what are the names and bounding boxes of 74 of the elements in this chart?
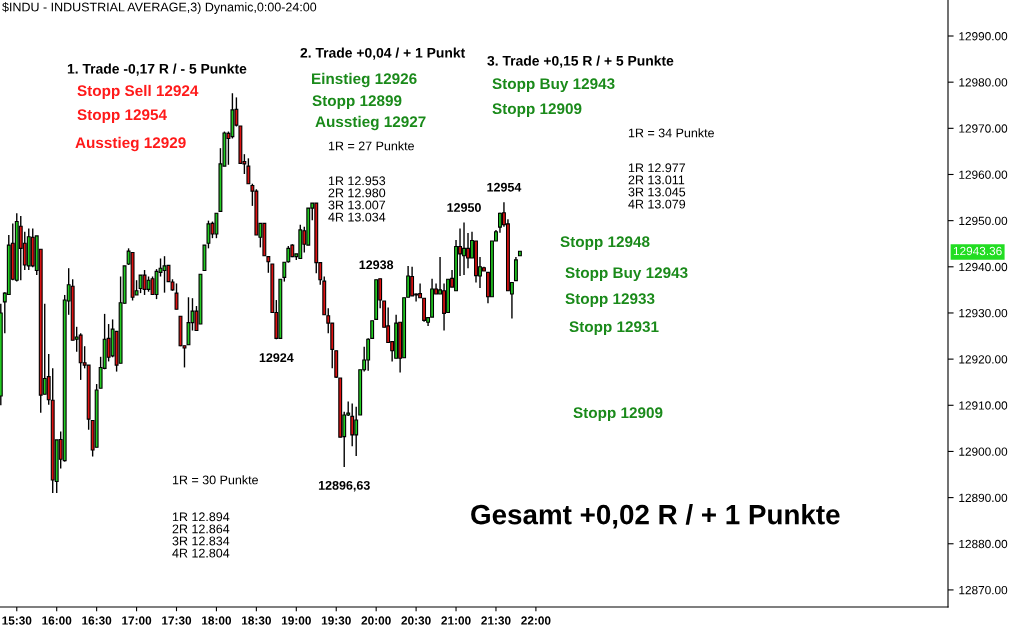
y-tick-label: 12920.00 — [959, 355, 1008, 364]
candlestick — [150, 275, 155, 296]
candlestick — [246, 157, 251, 185]
x-tick-label: 21:30 — [481, 616, 511, 625]
candlestick — [214, 212, 219, 239]
x-tick-label: 16:30 — [82, 616, 112, 625]
x-tick-label: 17:30 — [162, 616, 192, 625]
candlestick — [142, 269, 147, 296]
annotation: 12954 — [487, 182, 522, 192]
candlestick — [513, 256, 518, 282]
x-tick-label: 15:30 — [2, 616, 32, 625]
y-tick-label: 12890.00 — [959, 493, 1008, 502]
y-tick-label: 12950.00 — [959, 216, 1008, 226]
annotation: 3. Trade +0,15 R / + 5 Punkte — [487, 55, 674, 68]
annotation: Einstieg 12926 — [312, 72, 417, 88]
annotation: 12896,63 — [318, 480, 370, 492]
x-tick-label: 20:30 — [401, 616, 431, 625]
text: 12943.36 — [953, 246, 1002, 256]
x-tick-label: 19:30 — [321, 616, 351, 625]
annotation: 1R = 27 Punkte — [328, 141, 414, 151]
y-tick-label: 12960.00 — [959, 170, 1008, 179]
annotation: Stopp 12909 — [492, 103, 582, 118]
annotation: Gesamt +0,02 R / + 1 Punkte — [471, 504, 840, 529]
annotation: 2. Trade +0,04 / + 1 Punkt — [300, 47, 466, 60]
candlestick — [350, 402, 355, 448]
x-tick-label: 18:30 — [242, 616, 271, 625]
chart-title: $INDU - INDUSTRIAL AVERAGE,3) Dynamic,0:00-24:00 — [2, 2, 317, 14]
annotation: Stopp 12933 — [565, 293, 655, 308]
y-tick-label: 12910.00 — [959, 401, 1008, 410]
annotation: 1R = 34 Punkte — [628, 128, 714, 138]
candlestick — [442, 282, 447, 332]
annotation: Stopp 12954 — [77, 109, 167, 124]
annotation: Stopp 12931 — [569, 321, 659, 336]
annotation: Stopp Buy 12943 — [565, 267, 688, 282]
x-tick-label: 17:00 — [122, 616, 152, 625]
x-tick-label: 20:00 — [361, 616, 391, 625]
candlestick — [282, 261, 287, 283]
annotation: Ausstieg 12927 — [315, 115, 426, 131]
candlestick — [186, 296, 191, 346]
x-tick-label: 18:00 — [202, 616, 232, 625]
candlestick — [422, 297, 427, 323]
annotation: Stopp 12909 — [573, 407, 663, 422]
candlestick — [418, 282, 423, 299]
candlestick — [174, 282, 179, 310]
y-tick-label: 12870.00 — [959, 585, 1008, 595]
annotation: 1R 12.953 2R 12.980 3R 13.007 4R 13.034 — [328, 176, 386, 222]
x-tick-label: 16:00 — [42, 616, 72, 625]
annotation: 1R 12.894 2R 12.864 3R 12.834 4R 12.804 — [172, 512, 230, 558]
y-tick-label: 12930.00 — [959, 309, 1008, 318]
candlestick — [162, 255, 167, 294]
annotation: Stopp 12948 — [560, 236, 650, 251]
y-tick-label: 12970.00 — [959, 124, 1008, 133]
annotation: Ausstieg 12929 — [75, 136, 186, 152]
annotation: Stopp Sell 12924 — [77, 84, 199, 100]
y-tick-label: 12880.00 — [959, 539, 1008, 549]
candlestick — [410, 266, 415, 297]
annotation: 1R 12.977 2R 13.011 3R 13.045 4R 13.079 — [628, 163, 686, 209]
candlestick — [462, 221, 466, 276]
annotation: 1R = 30 Punkte — [172, 475, 258, 485]
x-tick-label: 22:00 — [521, 616, 551, 625]
annotation: Stopp 12899 — [312, 95, 402, 110]
candlestick — [138, 274, 143, 294]
y-tick-label: 12990.00 — [959, 32, 1008, 41]
annotation: 1. Trade -0,17 R / - 5 Punkte — [67, 63, 247, 76]
annotation: 12938 — [359, 260, 394, 270]
y-tick-label: 12980.00 — [959, 78, 1008, 87]
y-tick-label: 12900.00 — [959, 447, 1008, 456]
x-tick-label: 21:00 — [441, 616, 471, 625]
x-tick-label: 19:00 — [281, 616, 311, 625]
candlestick — [18, 215, 23, 281]
annotation: Stopp Buy 12943 — [492, 78, 615, 93]
y-tick-label: 12940.00 — [959, 262, 1008, 272]
annotation: 12950 — [447, 203, 481, 212]
annotation: 12924 — [259, 353, 294, 363]
